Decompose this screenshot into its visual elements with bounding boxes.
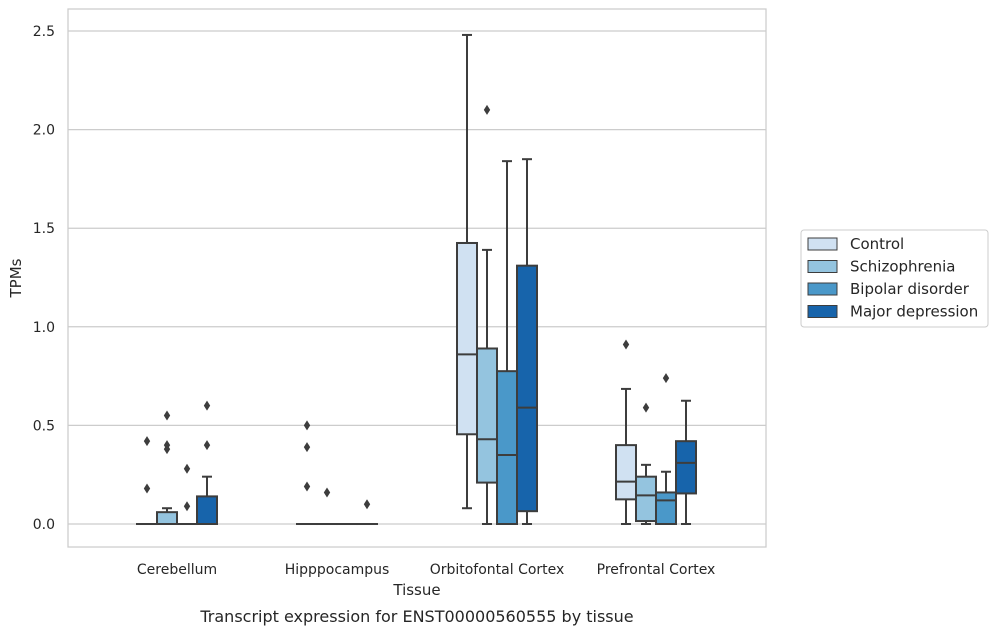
plot-frame — [67, 8, 767, 548]
legend-item: Control — [807, 235, 904, 253]
y-axis-ticks: 0.0 0.5 1.0 1.5 2.0 2.5 — [33, 24, 55, 533]
box-schizophrenia — [316, 487, 338, 526]
box-iqr — [635, 475, 657, 523]
box-iqr — [476, 347, 498, 484]
outlier-point — [642, 402, 650, 413]
box-major-depression — [675, 399, 697, 525]
box-bipolar-disorder — [655, 373, 677, 525]
x-tick-label: Hipppocampus — [285, 562, 390, 578]
legend: Control Schizophrenia Bipolar disorder Majo… — [800, 229, 989, 328]
y-axis-title: TPMs — [7, 258, 25, 298]
box-iqr — [516, 264, 538, 513]
outlier-point — [143, 483, 151, 494]
legend-swatch — [807, 282, 838, 296]
legend-swatch — [807, 305, 838, 318]
gridlines — [68, 30, 766, 525]
x-axis-title: Tissue — [392, 581, 440, 599]
box-control — [456, 33, 478, 510]
outlier-point — [163, 444, 171, 455]
outlier-point — [662, 373, 670, 384]
y-tick-label: 1.5 — [33, 221, 55, 237]
y-tick-label: 2.0 — [33, 123, 55, 139]
outlier-point — [183, 501, 191, 512]
box-major-depression — [516, 158, 538, 525]
box-iqr — [496, 370, 518, 526]
outlier-point — [303, 420, 311, 431]
legend-item: Major depression — [807, 303, 978, 321]
legend-swatch — [807, 260, 838, 273]
x-tick-label: Prefrontal Cortex — [597, 562, 716, 578]
box-bipolar-disorder — [176, 463, 198, 526]
legend-frame — [800, 229, 989, 328]
box-control — [136, 436, 158, 526]
box-iqr — [156, 511, 178, 526]
outlier-point — [143, 436, 151, 447]
box-iqr — [456, 241, 478, 436]
outlier-point — [483, 104, 491, 115]
legend-swatch — [807, 237, 838, 251]
y-tick-label: 0.0 — [33, 517, 55, 533]
box-iqr — [615, 444, 637, 501]
outlier-point — [303, 481, 311, 492]
legend-label: Major depression — [850, 303, 978, 321]
outlier-point — [203, 400, 211, 411]
legend-label: Bipolar disorder — [850, 280, 970, 298]
y-tick-label: 2.5 — [33, 24, 55, 40]
legend-item: Schizophrenia — [807, 258, 955, 276]
outlier-point — [363, 499, 371, 510]
x-axis-ticks: Cerebellum Hipppocampus Orbitofontal Corte… — [137, 562, 715, 578]
y-tick-label: 0.5 — [33, 418, 55, 434]
outlier-point — [323, 487, 331, 498]
legend-item: Bipolar disorder — [807, 280, 970, 298]
box-control — [615, 339, 637, 525]
y-tick-label: 1.0 — [33, 320, 55, 336]
box-schizophrenia — [476, 104, 498, 525]
legend-entries: Control Schizophrenia Bipolar disorder Majo… — [807, 235, 978, 321]
outlier-point — [303, 442, 311, 453]
outlier-point — [622, 339, 630, 350]
box-major-depression — [196, 400, 218, 525]
box-control — [296, 420, 318, 526]
box-iqr — [675, 440, 697, 495]
box-bipolar-disorder — [496, 160, 518, 526]
box-schizophrenia — [156, 410, 178, 526]
legend-label: Control — [850, 235, 904, 253]
legend-label: Schizophrenia — [850, 258, 955, 276]
x-tick-label: Orbitofontal Cortex — [430, 562, 565, 578]
outlier-point — [203, 440, 211, 451]
outlier-point — [183, 463, 191, 474]
box-iqr — [196, 495, 218, 525]
outlier-point — [163, 410, 171, 421]
box-iqr — [655, 491, 677, 525]
x-tick-label: Cerebellum — [137, 562, 217, 578]
chart-caption: Transcript expression for ENST0000056055… — [199, 607, 633, 626]
box-major-depression — [356, 499, 378, 526]
plot-boxes — [136, 33, 697, 526]
box-schizophrenia — [635, 402, 657, 525]
